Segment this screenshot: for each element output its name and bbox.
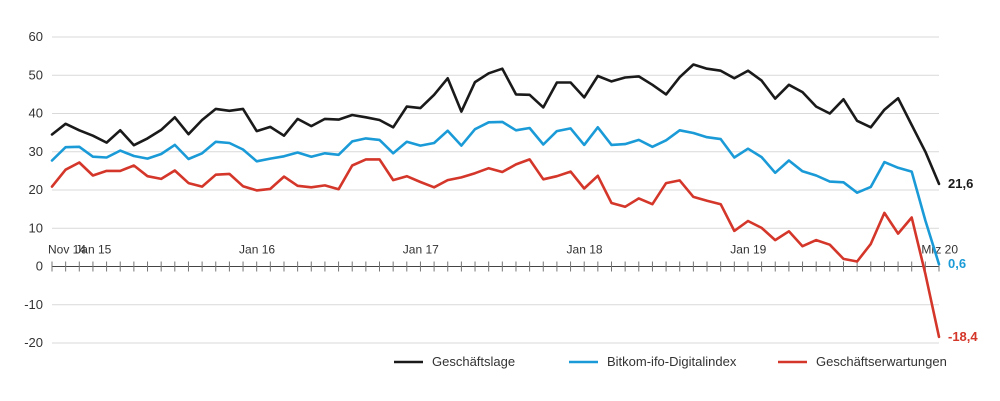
x-date-label: Mrz 20 <box>921 243 958 257</box>
series-lines <box>50 63 941 339</box>
y-tick-label: 60 <box>29 29 43 44</box>
x-date-label: Jan 18 <box>567 243 603 257</box>
x-date-label: Jan 17 <box>403 243 439 257</box>
y-tick-label: -20 <box>24 335 43 350</box>
legend: Geschäftslage Bitkom-ifo-Digitalindex Gesc… <box>394 354 947 369</box>
legend-label: Geschäftserwartungen <box>816 354 947 369</box>
series-line <box>50 120 941 266</box>
x-axis <box>51 261 940 272</box>
x-date-label: Nov 14 <box>48 243 86 257</box>
legend-label: Bitkom-ifo-Digitalindex <box>607 354 737 369</box>
y-tick-label: 50 <box>29 67 43 82</box>
legend-label: Geschäftslage <box>432 354 515 369</box>
series-line <box>50 158 941 339</box>
y-tick-label: 40 <box>29 106 43 121</box>
series-end-value-label: 0,6 <box>948 256 966 271</box>
x-date-label: Jan 15 <box>75 243 111 257</box>
series-end-labels: 21,6 0,6 -18,4 <box>948 176 978 344</box>
legend-item: Bitkom-ifo-Digitalindex <box>569 354 737 369</box>
x-date-label: Jan 16 <box>239 243 275 257</box>
series-end-value-label: 21,6 <box>948 176 973 191</box>
y-tick-label: -10 <box>24 297 43 312</box>
y-tick-label: 20 <box>29 182 43 197</box>
y-tick-label: 30 <box>29 144 43 159</box>
y-tick-label: 10 <box>29 220 43 235</box>
legend-item: Geschäftslage <box>394 354 515 369</box>
legend-item: Geschäftserwartungen <box>778 354 947 369</box>
gridlines <box>52 36 939 344</box>
y-tick-label: 0 <box>36 259 43 274</box>
series-end-value-label: -18,4 <box>948 329 978 344</box>
x-date-label: Jan 19 <box>730 243 766 257</box>
y-axis-tick-labels: 60 50 40 30 20 10 0 -10 -20 <box>24 29 43 350</box>
series-line <box>50 63 941 186</box>
